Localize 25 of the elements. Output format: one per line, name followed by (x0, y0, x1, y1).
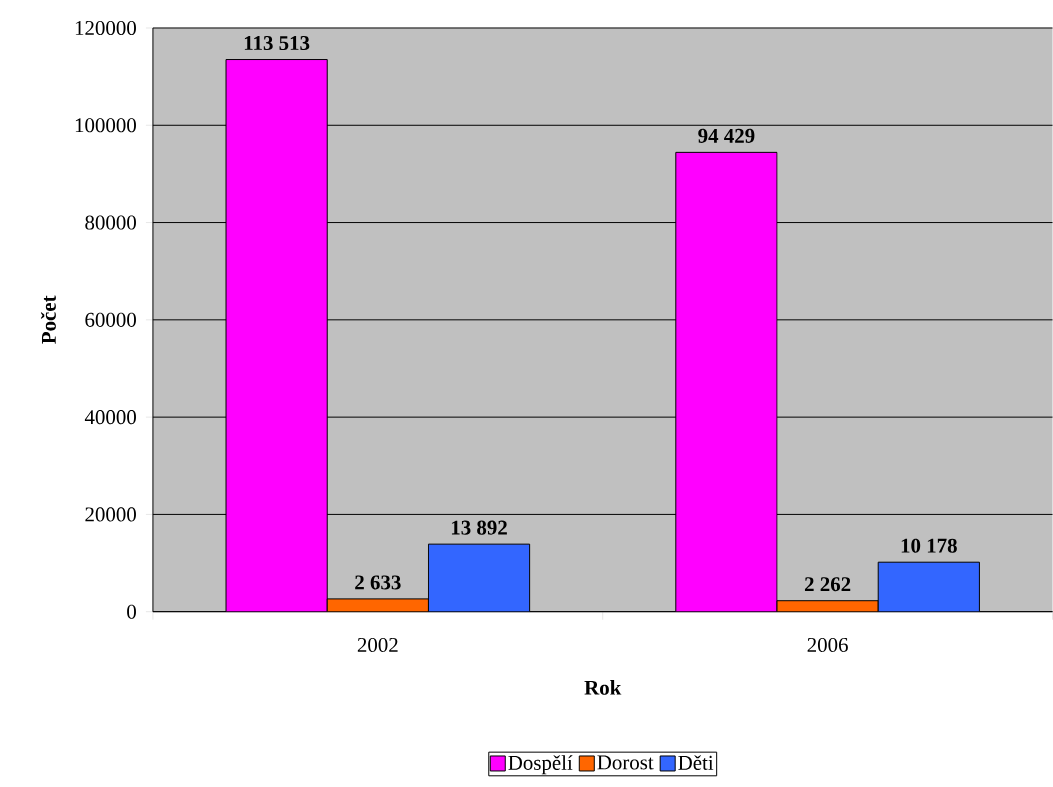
data-label: 13 892 (451, 520, 507, 535)
x-tick-label: 2006 (807, 638, 848, 653)
data-label: 2 633 (355, 575, 401, 590)
bar (776, 600, 879, 612)
y-tick-label: 100000 (75, 118, 136, 133)
data-label: 113 513 (244, 36, 310, 51)
y-axis-title: Počet (40, 295, 56, 345)
bar (427, 543, 531, 612)
y-tick-label: 120000 (75, 21, 136, 36)
y-tick-label: 40000 (84, 410, 136, 425)
data-label: 94 429 (698, 129, 755, 144)
bar (877, 561, 980, 612)
legend-label: Dorost (597, 755, 654, 770)
legend-label: Děti (678, 755, 714, 771)
data-label: 2 262 (804, 577, 851, 592)
y-tick-label: 20000 (85, 507, 136, 522)
data-label: 10 178 (901, 538, 957, 553)
x-axis-title: Rok (584, 680, 622, 696)
legend-label: Dospělí (508, 755, 573, 775)
bar (675, 152, 778, 612)
y-tick-label: 60000 (85, 312, 136, 328)
bar (225, 59, 328, 612)
y-tick-label: 80000 (85, 215, 136, 230)
y-tick-label: 0 (127, 604, 136, 619)
x-tick-label: 2002 (357, 638, 398, 653)
